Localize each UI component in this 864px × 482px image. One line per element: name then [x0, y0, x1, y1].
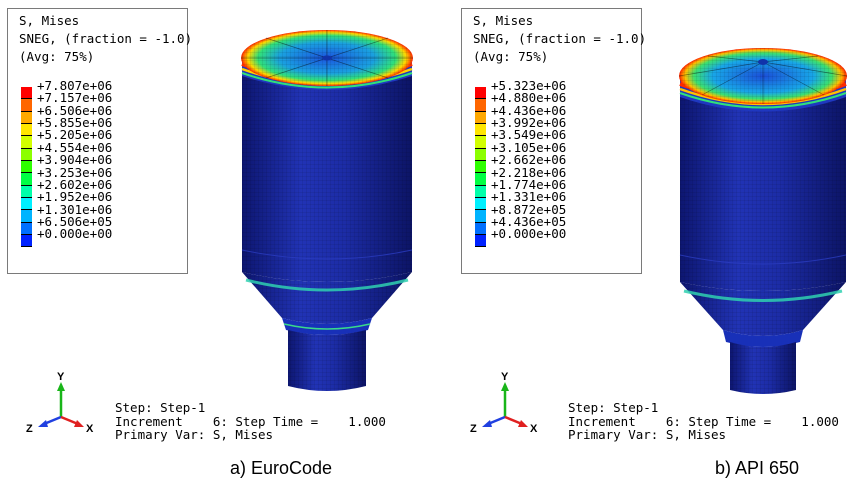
legend-swatch [21, 173, 32, 186]
legend-swatch [21, 148, 32, 162]
axis-triad: Y Z X [26, 372, 94, 435]
legend-value: +1.952e+06 [37, 189, 113, 205]
legend-value: +0.000e+00 [37, 226, 113, 242]
legend-averaging: (Avg: 75%) [473, 49, 549, 64]
legend-swatch [475, 210, 486, 223]
axis-y-label: Y [57, 372, 65, 383]
stress-legend: S, Mises SNEG, (fraction = -1.0) (Avg: 7… [461, 8, 646, 274]
axis-triad: Y Z X [470, 372, 538, 435]
axis-z-label: Z [470, 423, 477, 435]
legend-color-bar [475, 87, 486, 248]
legend-value: +4.880e+06 [491, 90, 567, 106]
legend-swatch [475, 124, 486, 137]
axis-y-label: Y [501, 372, 509, 383]
step-info: Step: Step-1 Increment 6: Step Time = 1.0… [115, 401, 386, 442]
legend-swatch [475, 87, 486, 100]
step-line: Step: Step-1 [115, 400, 206, 415]
legend-value: +3.105e+06 [491, 139, 567, 155]
legend-averaging: (Avg: 75%) [19, 49, 95, 64]
step-line: Step: Step-1 [568, 400, 659, 415]
axis-z-label: Z [26, 423, 33, 435]
legend-value: +2.602e+06 [37, 176, 113, 192]
legend-swatch [21, 111, 32, 125]
increment-line: Increment 6: Step Time = 1.000 [115, 413, 386, 429]
legend-value: +3.904e+06 [37, 152, 113, 168]
legend-swatch [21, 198, 32, 211]
legend-swatch [21, 222, 32, 236]
legend-section: SNEG, (fraction = -1.0) [473, 31, 647, 46]
legend-value: +8.872e+05 [491, 201, 567, 217]
legend-variable: S, Mises [473, 13, 534, 28]
legend-swatch [475, 111, 486, 125]
panel-caption: b) API 650 [715, 458, 800, 478]
legend-swatch [475, 173, 486, 186]
step-info: Step: Step-1 Increment 6: Step Time = 1.0… [568, 401, 839, 442]
legend-swatch [21, 185, 32, 199]
legend-value: +6.506e+05 [37, 213, 113, 229]
legend-swatch [475, 198, 486, 211]
legend-value: +7.807e+06 [37, 78, 113, 93]
legend-value: +3.549e+06 [491, 127, 567, 143]
primary-var-line: Primary Var: S, Mises [568, 427, 727, 442]
legend-swatch [21, 210, 32, 223]
axis-x-label: X [530, 423, 538, 435]
legend-swatch [21, 161, 32, 174]
legend-value: +6.506e+06 [37, 102, 113, 118]
legend-value: +5.323e+06 [491, 78, 567, 93]
legend-swatch [21, 99, 32, 112]
panel-eurocode: S, Mises SNEG, (fraction = -1.0) (Avg: 7… [7, 0, 432, 478]
legend-swatch [475, 99, 486, 112]
legend-section: SNEG, (fraction = -1.0) [19, 31, 193, 46]
tank-model-viewport[interactable] [668, 0, 858, 402]
legend-value: +4.436e+06 [491, 102, 567, 118]
legend-value: +1.774e+06 [491, 176, 567, 192]
increment-line: Increment 6: Step Time = 1.000 [568, 413, 839, 429]
panel-api650: S, Mises SNEG, (fraction = -1.0) (Avg: 7… [432, 0, 864, 482]
legend-value: +3.992e+06 [491, 115, 567, 131]
legend-swatch [475, 222, 486, 236]
legend-value: +4.436e+05 [491, 213, 567, 229]
legend-swatch [475, 235, 486, 248]
panel-caption: a) EuroCode [230, 458, 333, 478]
legend-value: +3.253e+06 [37, 164, 113, 180]
legend-color-bar [21, 87, 32, 248]
legend-value: +5.205e+06 [37, 127, 113, 143]
tank-model-viewport[interactable] [222, 0, 432, 402]
legend-value: +5.855e+06 [37, 115, 113, 131]
legend-swatch [475, 148, 486, 162]
legend-swatch [21, 136, 32, 149]
primary-var-line: Primary Var: S, Mises [115, 427, 274, 442]
legend-value: +4.554e+06 [37, 139, 113, 155]
legend-swatch [21, 87, 32, 100]
legend-swatch [475, 136, 486, 149]
legend-value: +1.331e+06 [491, 189, 567, 205]
legend-swatch [21, 124, 32, 137]
legend-value: +2.218e+06 [491, 164, 567, 180]
legend-value: +7.157e+06 [37, 90, 113, 106]
legend-swatch [21, 235, 32, 248]
legend-swatch [475, 161, 486, 174]
legend-value: +2.662e+06 [491, 152, 567, 168]
legend-variable: S, Mises [19, 13, 80, 28]
axis-x-label: X [86, 423, 94, 435]
legend-value: +0.000e+00 [491, 226, 567, 242]
legend-swatch [475, 185, 486, 199]
stress-legend: S, Mises SNEG, (fraction = -1.0) (Avg: 7… [7, 8, 192, 274]
legend-value: +1.301e+06 [37, 201, 113, 217]
